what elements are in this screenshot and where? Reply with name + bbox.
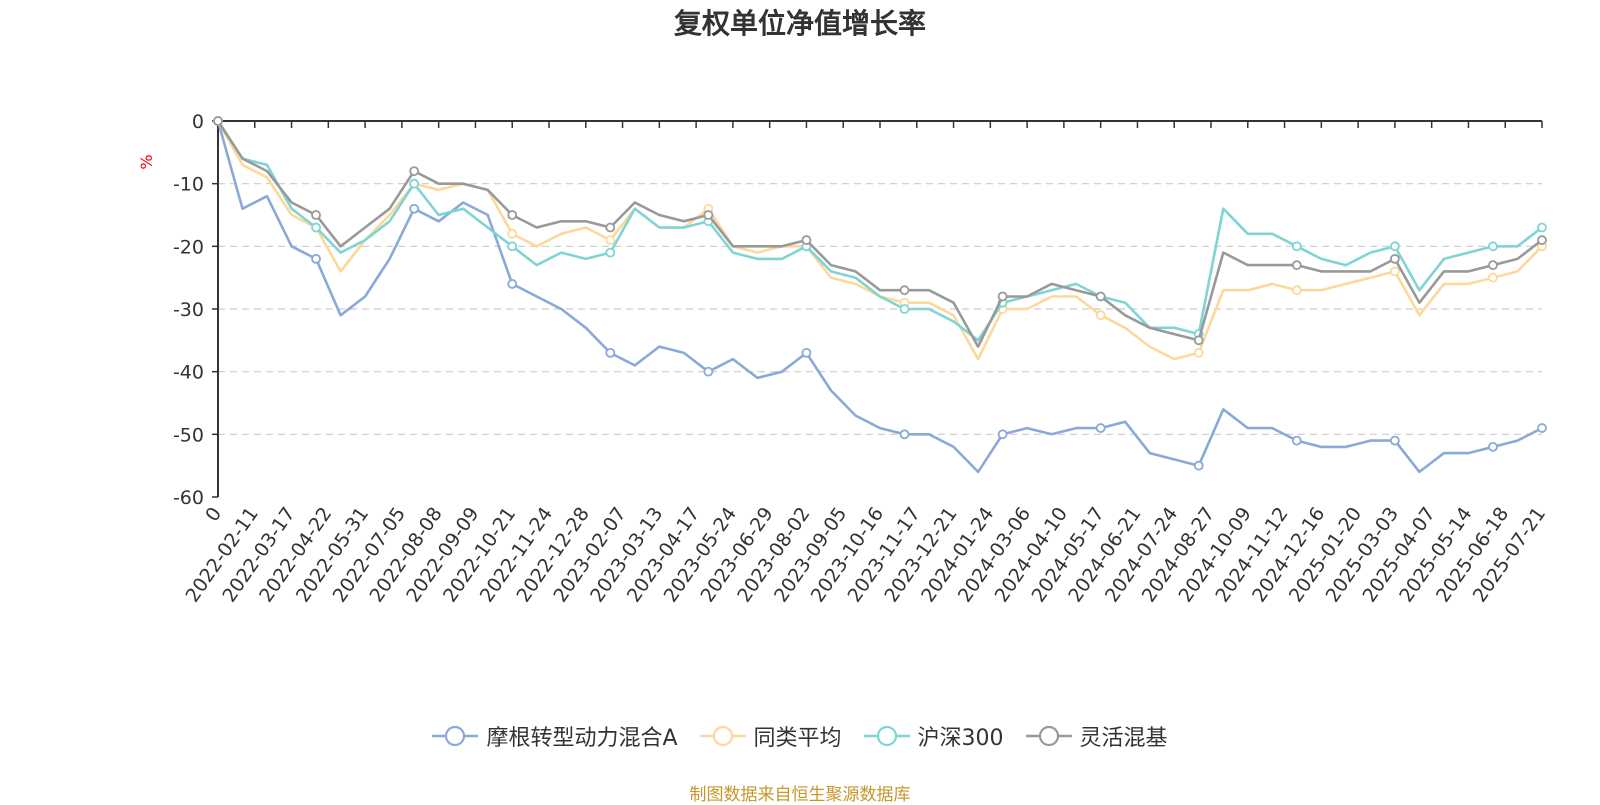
data-point [409, 203, 420, 214]
data-point [311, 222, 321, 233]
data-point [1291, 241, 1302, 252]
data-point [507, 279, 518, 289]
source-note: 制图数据来自恒生聚源数据库 [689, 785, 911, 805]
data-point [801, 235, 812, 245]
data-point [1537, 235, 1547, 245]
data-point [703, 210, 714, 220]
data-point [1095, 423, 1106, 433]
data-point [703, 366, 714, 377]
data-point [1095, 291, 1106, 302]
y-tick-label: -20 [173, 236, 204, 258]
data-point [409, 178, 420, 189]
data-point [1095, 310, 1106, 321]
legend-item[interactable]: 摩根转型动力混合A [432, 720, 678, 752]
x-tick-label: 0 [201, 503, 226, 526]
grid-lines [218, 183, 1542, 435]
data-point [1537, 423, 1547, 433]
data-point [605, 247, 616, 258]
data-point [1537, 222, 1547, 233]
legend-marker-icon [863, 725, 910, 747]
legend-label: 灵活混基 [1079, 726, 1168, 751]
data-point [1291, 285, 1302, 296]
y-tick-label: -30 [173, 299, 204, 321]
series-line [216, 120, 1543, 348]
legend-marker-icon [1025, 725, 1072, 747]
series-line [216, 120, 1543, 342]
data-point [605, 235, 616, 245]
legend-item[interactable]: 沪深300 [863, 720, 1004, 752]
data-point [213, 116, 223, 126]
data-point [409, 166, 420, 177]
data-point [1389, 253, 1400, 264]
y-tick-label: -10 [173, 174, 204, 196]
data-point [1488, 272, 1498, 283]
data-point [605, 347, 616, 358]
series-line [216, 120, 1543, 474]
data-point [899, 304, 910, 314]
data-point [507, 228, 518, 239]
y-tick-label: -40 [173, 362, 204, 384]
data-point [311, 210, 321, 220]
data-point [1291, 435, 1302, 446]
y-tick-label: 0 [192, 111, 204, 133]
legend-label: 同类平均 [753, 726, 842, 751]
legend-item[interactable]: 同类平均 [699, 720, 842, 752]
chart-title: 复权单位净值增长率 [673, 7, 926, 40]
data-point [1193, 347, 1204, 358]
legend-item[interactable]: 灵活混基 [1025, 720, 1168, 752]
data-point [1488, 241, 1498, 252]
data-point [899, 285, 910, 296]
legend-marker-icon [699, 725, 746, 747]
y-axis-unit: % [137, 154, 156, 169]
data-point [605, 222, 616, 233]
legend-label: 摩根转型动力混合A [486, 726, 678, 751]
data-point [997, 291, 1008, 302]
data-point [1389, 266, 1400, 277]
data-point [507, 210, 518, 220]
data-point [997, 429, 1008, 440]
series-lines [213, 116, 1547, 474]
data-point [1291, 260, 1302, 271]
data-point [311, 253, 321, 264]
data-point [1488, 441, 1498, 452]
data-point [801, 347, 812, 358]
data-point [1389, 435, 1400, 446]
data-point [1193, 460, 1204, 471]
legend: 摩根转型动力混合A 同类平均 沪深300 灵活混基 [0, 720, 1600, 752]
legend-label: 沪深300 [917, 726, 1004, 751]
data-point [899, 429, 910, 440]
data-point [1488, 260, 1498, 271]
x-tick-labels: 02022-02-112022-03-172022-04-222022-05-3… [182, 503, 1551, 606]
y-tick-labels: 0 -10 -20 -30 -40 -50 -60 [173, 111, 204, 509]
data-point [507, 241, 518, 252]
axes [212, 120, 1543, 498]
y-tick-label: -60 [173, 487, 204, 509]
y-tick-label: -50 [173, 424, 204, 446]
legend-marker-icon [432, 725, 479, 747]
series-line [216, 120, 1543, 361]
data-point [1193, 335, 1204, 346]
data-point [1389, 241, 1400, 252]
